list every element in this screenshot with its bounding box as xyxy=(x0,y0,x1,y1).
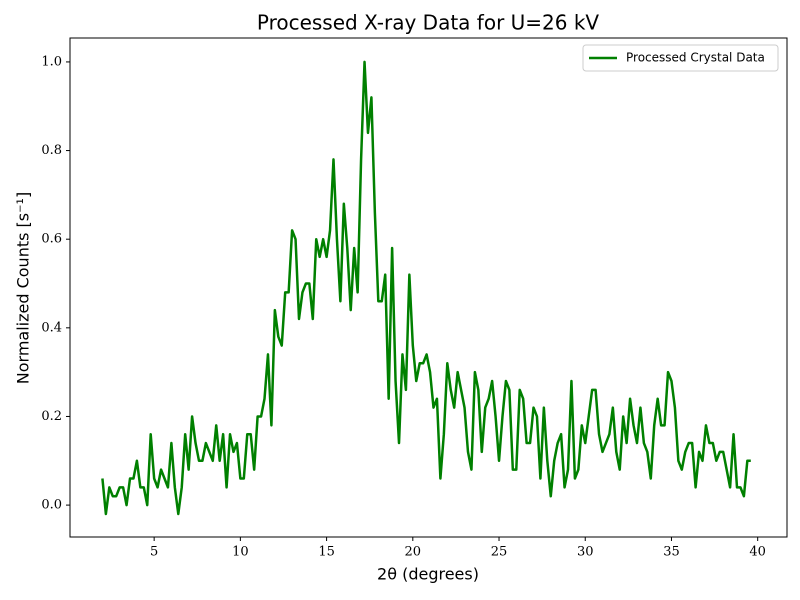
x-tick-label: 15 xyxy=(318,545,335,560)
x-tick-label: 10 xyxy=(232,545,249,560)
plot-frame xyxy=(69,37,788,538)
x-tick-label: 5 xyxy=(150,545,158,560)
x-tick-label: 35 xyxy=(663,545,680,560)
y-tick-label: 1.0 xyxy=(41,54,62,69)
y-tick-label: 0.6 xyxy=(41,232,62,247)
chart-title: Processed X-ray Data for U=26 kV xyxy=(257,11,600,35)
y-axis-label: Normalized Counts [s⁻¹] xyxy=(14,192,33,384)
y-tick-label: 0.0 xyxy=(41,498,62,513)
legend-box xyxy=(582,44,779,72)
y-tick-label: 0.8 xyxy=(41,143,62,158)
data-line xyxy=(101,60,751,516)
legend-label: Processed Crystal Data xyxy=(626,51,765,65)
x-axis-label: 2θ (degrees) xyxy=(377,565,479,584)
x-tick-label: 25 xyxy=(491,545,508,560)
y-tick-label: 0.4 xyxy=(41,320,62,335)
x-tick-label: 40 xyxy=(749,545,766,560)
y-tick-label: 0.2 xyxy=(41,409,62,424)
x-tick-label: 30 xyxy=(577,545,594,560)
x-tick-label: 20 xyxy=(405,545,422,560)
